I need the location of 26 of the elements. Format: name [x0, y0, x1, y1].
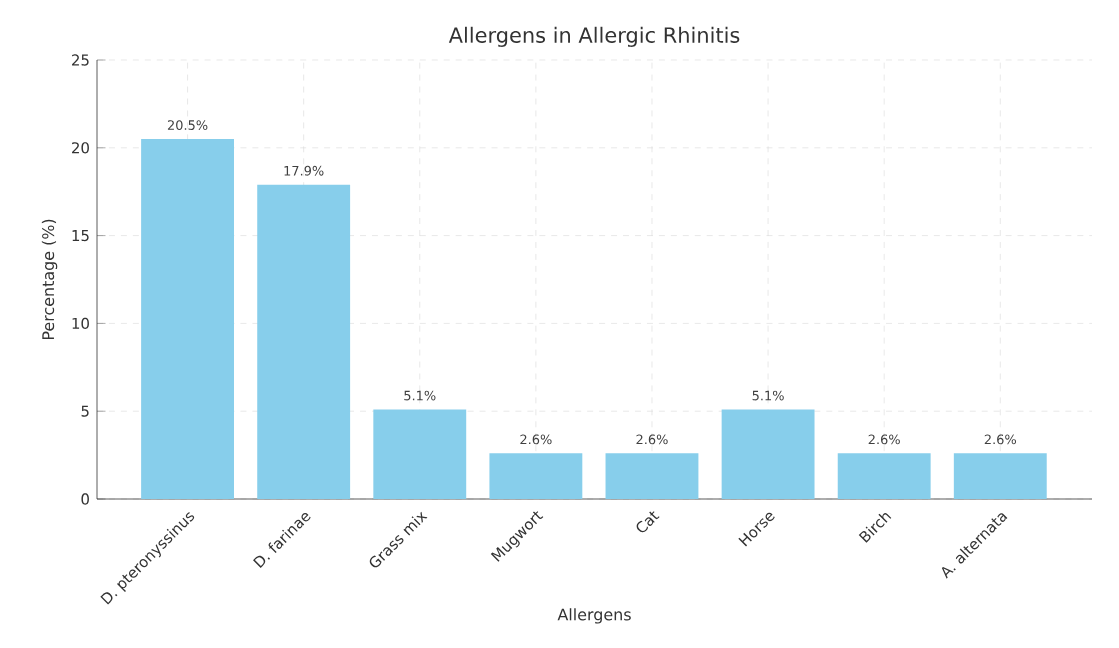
data-label: 17.9% — [284, 165, 324, 176]
x-axis-title: Allergens — [557, 608, 631, 624]
data-label: 2.6% — [636, 434, 668, 445]
y-tick-label: 0 — [81, 493, 89, 505]
data-label: 5.1% — [752, 390, 784, 401]
data-label: 2.6% — [984, 434, 1017, 445]
bar — [141, 139, 234, 499]
chart-title: Allergens in Allergic Rhinitis — [448, 26, 740, 47]
y-tick-label: 10 — [72, 317, 89, 330]
x-tick-label: Cat — [636, 511, 660, 533]
y-axis-title: Percentage (%) — [41, 219, 58, 340]
data-label: 5.1% — [404, 390, 436, 401]
y-tick-label: 15 — [72, 230, 89, 242]
data-label: 20.5% — [167, 120, 208, 130]
data-label: 2.6% — [520, 434, 552, 445]
bar — [721, 409, 815, 499]
y-tick-label: 25 — [72, 54, 89, 66]
bar — [373, 409, 467, 499]
bar — [605, 453, 699, 499]
y-tick-label: 5 — [81, 405, 89, 417]
bar — [489, 453, 583, 499]
bar — [837, 453, 931, 499]
bar — [953, 453, 1047, 499]
y-tick-label: 20 — [72, 142, 89, 154]
bar — [257, 184, 351, 499]
data-label: 2.6% — [868, 434, 900, 445]
